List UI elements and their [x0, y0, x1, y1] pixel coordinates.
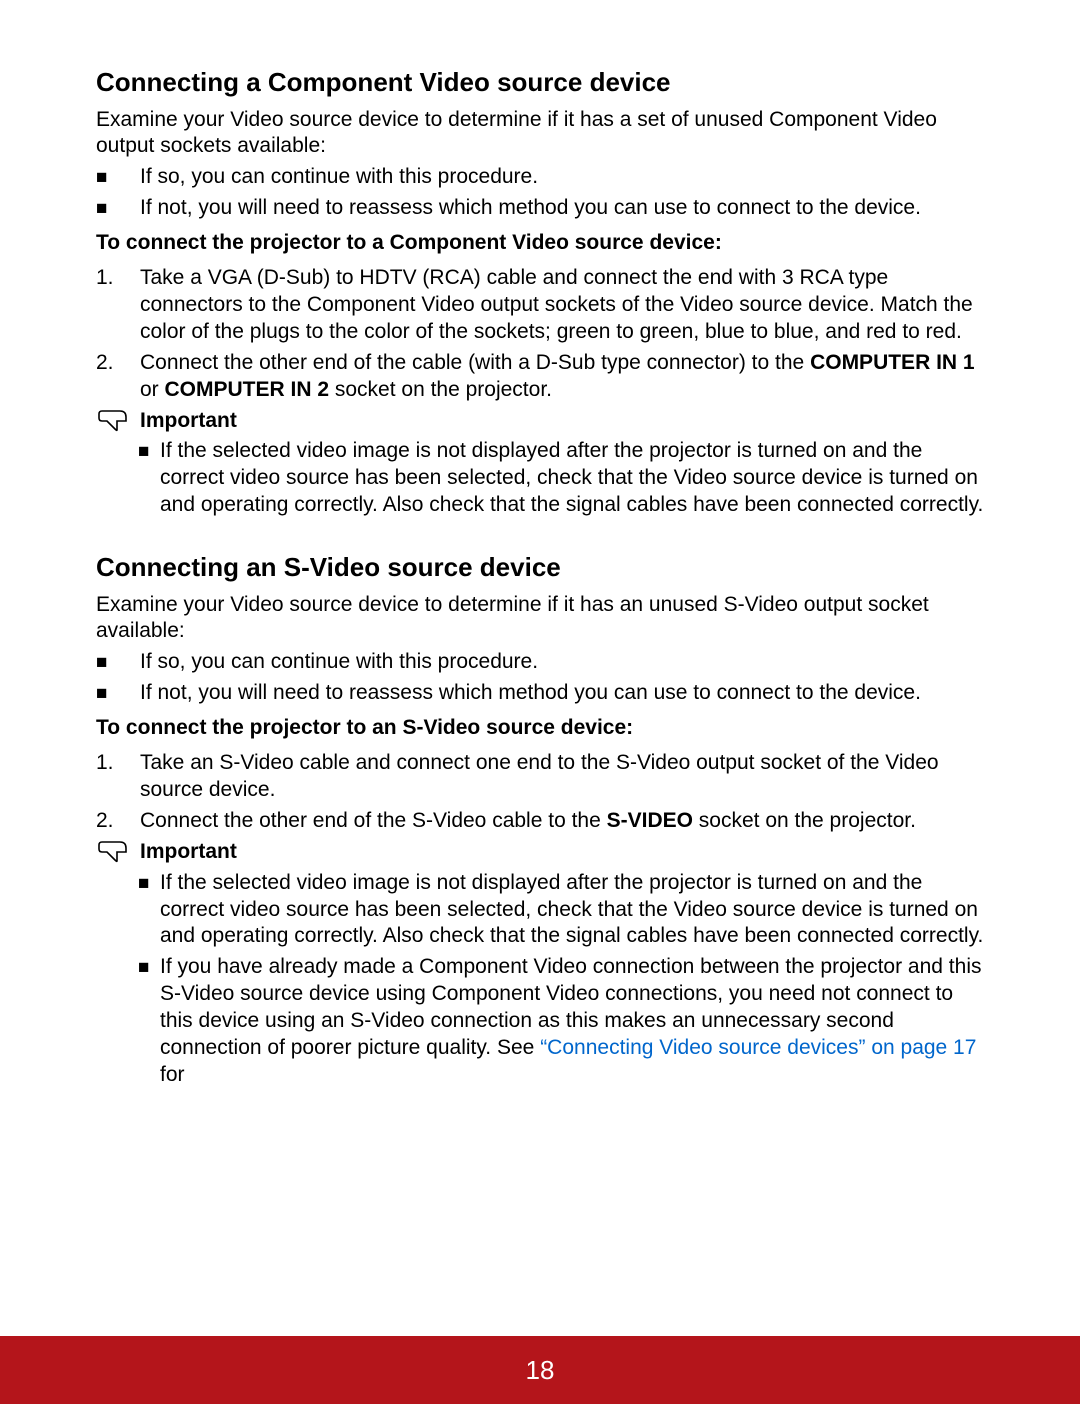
- intro-component: Examine your Video source device to dete…: [96, 107, 990, 161]
- bullet-text: If not, you will need to reassess which …: [140, 680, 990, 707]
- list-item: ■ If so, you can continue with this proc…: [96, 164, 990, 191]
- text-fragment: Connect the other end of the S-Video cab…: [140, 809, 607, 832]
- text-fragment: socket on the projector.: [329, 378, 552, 401]
- bullet-text: If so, you can continue with this proced…: [140, 649, 990, 676]
- bold-text: COMPUTER IN 2: [165, 378, 330, 401]
- numbered-list-svideo: 1. Take an S-Video cable and connect one…: [96, 750, 990, 835]
- square-bullet-icon: ■: [138, 954, 160, 981]
- bullet-list-component: ■ If so, you can continue with this proc…: [96, 164, 990, 222]
- step-text: Connect the other end of the S-Video cab…: [140, 808, 990, 835]
- list-item: ■ If not, you will need to reassess whic…: [96, 195, 990, 222]
- bold-text: COMPUTER IN 1: [810, 351, 975, 374]
- pointer-icon: [96, 408, 140, 437]
- cross-reference-link[interactable]: “Connecting Video source devices” on pag…: [540, 1036, 976, 1059]
- list-item: 1. Take an S-Video cable and connect one…: [96, 750, 990, 804]
- intro-svideo: Examine your Video source device to dete…: [96, 592, 990, 646]
- heading-svideo: Connecting an S-Video source device: [96, 551, 990, 584]
- subhead-svideo: To connect the projector to an S-Video s…: [96, 715, 990, 742]
- important-block: Important: [96, 839, 990, 870]
- list-item: ■ If the selected video image is not dis…: [138, 870, 990, 951]
- text-fragment: socket on the projector.: [693, 809, 916, 832]
- list-item: 1. Take a VGA (D-Sub) to HDTV (RCA) cabl…: [96, 265, 990, 346]
- note-text: If the selected video image is not displ…: [160, 438, 990, 519]
- note-text: If the selected video image is not displ…: [160, 870, 990, 951]
- step-number: 1.: [96, 750, 140, 777]
- square-bullet-icon: ■: [138, 438, 160, 465]
- note-text: If you have already made a Component Vid…: [160, 954, 990, 1088]
- heading-component-video: Connecting a Component Video source devi…: [96, 66, 990, 99]
- step-text: Connect the other end of the cable (with…: [140, 350, 990, 404]
- text-fragment: Connect the other end of the cable (with…: [140, 351, 810, 374]
- square-bullet-icon: ■: [138, 870, 160, 897]
- step-text: Take an S-Video cable and connect one en…: [140, 750, 990, 804]
- list-item: ■ If you have already made a Component V…: [138, 954, 990, 1088]
- list-item: ■ If not, you will need to reassess whic…: [96, 680, 990, 707]
- subhead-component: To connect the projector to a Component …: [96, 230, 990, 257]
- step-number: 2.: [96, 808, 140, 835]
- page-number: 18: [526, 1355, 555, 1386]
- list-item: 2. Connect the other end of the cable (w…: [96, 350, 990, 404]
- square-bullet-icon: ■: [96, 164, 140, 191]
- step-number: 1.: [96, 265, 140, 292]
- square-bullet-icon: ■: [96, 680, 140, 707]
- step-number: 2.: [96, 350, 140, 377]
- square-bullet-icon: ■: [96, 649, 140, 676]
- list-item: ■ If so, you can continue with this proc…: [96, 649, 990, 676]
- bullet-text: If so, you can continue with this proced…: [140, 164, 990, 191]
- bullet-list-svideo: ■ If so, you can continue with this proc…: [96, 649, 990, 707]
- list-item: 2. Connect the other end of the S-Video …: [96, 808, 990, 835]
- page-content: Connecting a Component Video source devi…: [0, 0, 1080, 1089]
- text-fragment: or: [140, 378, 165, 401]
- square-bullet-icon: ■: [96, 195, 140, 222]
- bold-text: S-VIDEO: [607, 809, 693, 832]
- pointer-icon: [96, 839, 140, 868]
- list-item: ■ If the selected video image is not dis…: [138, 438, 990, 519]
- important-label: Important: [140, 408, 990, 435]
- important-block: Important: [96, 408, 990, 439]
- text-fragment: for: [160, 1063, 185, 1086]
- page-footer: 18: [0, 1336, 1080, 1404]
- important-label: Important: [140, 839, 990, 866]
- numbered-list-component: 1. Take a VGA (D-Sub) to HDTV (RCA) cabl…: [96, 265, 990, 403]
- step-text: Take a VGA (D-Sub) to HDTV (RCA) cable a…: [140, 265, 990, 346]
- bullet-text: If not, you will need to reassess which …: [140, 195, 990, 222]
